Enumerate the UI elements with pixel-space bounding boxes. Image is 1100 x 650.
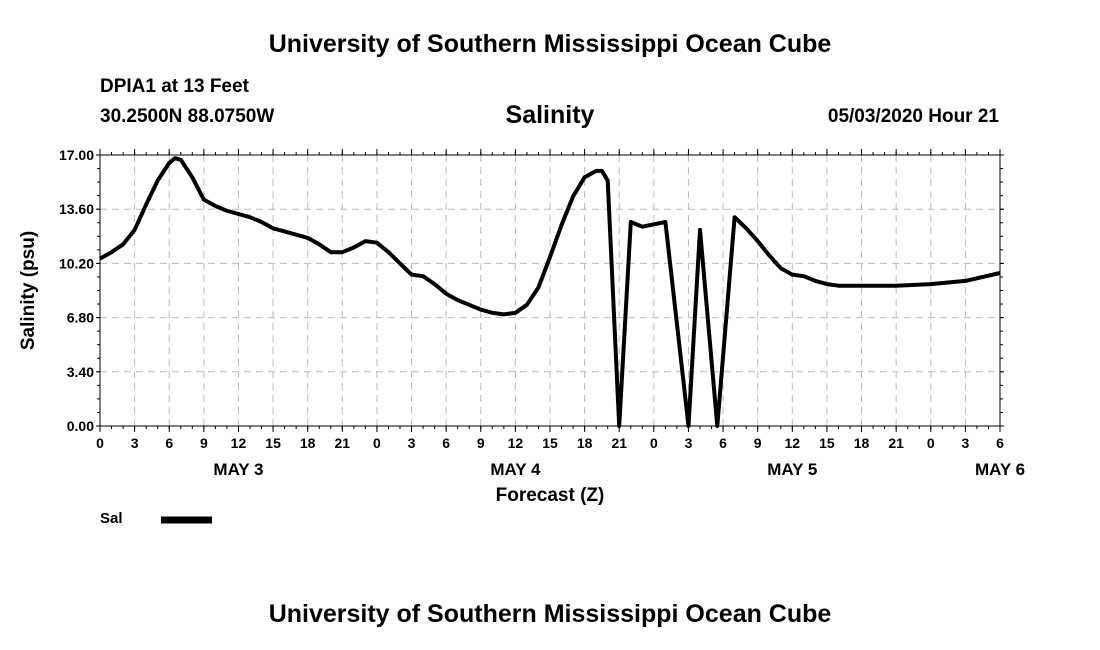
x-tick-label: 6 xyxy=(165,435,173,451)
x-tick-label: 18 xyxy=(577,435,593,451)
day-label: MAY 3 xyxy=(213,460,263,479)
x-tick-label: 12 xyxy=(508,435,524,451)
day-label: MAY 6 xyxy=(975,460,1025,479)
legend-series-label: Sal xyxy=(100,510,123,527)
y-axis-label: Salinity (psu) xyxy=(18,231,39,350)
page-title: University of Southern Mississippi Ocean… xyxy=(268,30,832,58)
day-labels: MAY 3 MAY 4 MAY 5 MAY 6 xyxy=(213,460,1025,479)
chart-grid xyxy=(100,155,1000,426)
station-label: DPIA1 at 13 Feet xyxy=(100,76,249,97)
y-tick-label: 17.00 xyxy=(59,147,94,163)
chart-title: Salinity xyxy=(505,101,595,129)
x-tick-label: 18 xyxy=(300,435,316,451)
salinity-series-line xyxy=(99,156,1001,428)
x-tick-label: 15 xyxy=(542,435,558,451)
x-tick-label: 6 xyxy=(719,435,727,451)
x-tick-label: 9 xyxy=(754,435,762,451)
y-tick-label: 6.80 xyxy=(67,310,94,326)
x-tick-label: 0 xyxy=(650,435,658,451)
x-tick-label: 21 xyxy=(611,435,627,451)
x-tick-label: 12 xyxy=(785,435,801,451)
y-tick-label: 3.40 xyxy=(67,364,94,380)
y-tick-labels: 0.00 3.40 6.80 10.20 13.60 17.00 xyxy=(59,147,94,434)
x-tick-label: 9 xyxy=(200,435,208,451)
x-tick-label: 15 xyxy=(819,435,835,451)
x-axis-label: Forecast (Z) xyxy=(496,485,605,506)
x-tick-label: 21 xyxy=(335,435,351,451)
x-tick-label: 15 xyxy=(265,435,281,451)
forecast-run-time: 05/03/2020 Hour 21 xyxy=(827,106,999,127)
plot-frame xyxy=(99,154,1001,427)
x-tick-label: 3 xyxy=(685,435,693,451)
station-coordinates: 30.2500N 88.0750W xyxy=(100,106,275,127)
x-tick-labels: 0 3 6 9 12 15 18 21 0 3 6 9 12 15 18 21 0 3 6 9 12 15 18 21 0 3 6 xyxy=(96,435,1004,451)
x-tick-label: 21 xyxy=(888,435,904,451)
page-footer-title: University of Southern Mississippi Ocean… xyxy=(268,600,832,628)
x-tick-label: 3 xyxy=(131,435,139,451)
day-label: MAY 5 xyxy=(767,460,817,479)
x-tick-label: 9 xyxy=(477,435,485,451)
y-tick-label: 13.60 xyxy=(59,201,94,217)
x-tick-label: 3 xyxy=(408,435,416,451)
x-tick-label: 0 xyxy=(927,435,935,451)
x-tick-label: 3 xyxy=(961,435,969,451)
y-tick-label: 10.20 xyxy=(59,255,94,271)
x-tick-label: 6 xyxy=(996,435,1004,451)
x-tick-label: 0 xyxy=(373,435,381,451)
day-label: MAY 4 xyxy=(490,460,541,479)
y-tick-label: 0.00 xyxy=(67,418,94,434)
x-tick-label: 0 xyxy=(96,435,104,451)
x-tick-label: 18 xyxy=(854,435,870,451)
x-tick-label: 12 xyxy=(231,435,247,451)
x-tick-label: 6 xyxy=(442,435,450,451)
